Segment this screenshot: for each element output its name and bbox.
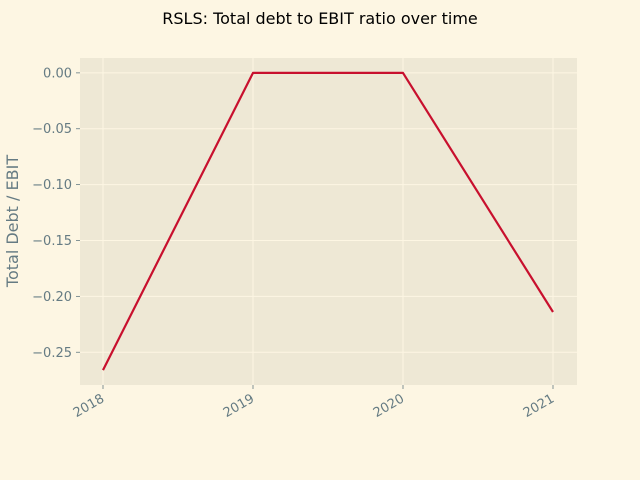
y-tick-label: −0.15	[32, 234, 72, 249]
grid-lines	[80, 58, 577, 385]
y-axis-label: Total Debt / EBIT	[3, 155, 22, 288]
y-tick-label: 0.00	[43, 66, 72, 81]
plot-area	[80, 58, 577, 385]
y-tick-label: −0.20	[32, 290, 72, 305]
y-tick-label: −0.25	[32, 346, 72, 361]
y-tick-label: −0.10	[32, 178, 72, 193]
data-marks	[102, 71, 554, 371]
series-line	[102, 71, 554, 371]
chart-title: RSLS: Total debt to EBIT ratio over time	[162, 9, 478, 28]
y-tick-label: −0.05	[32, 122, 72, 137]
